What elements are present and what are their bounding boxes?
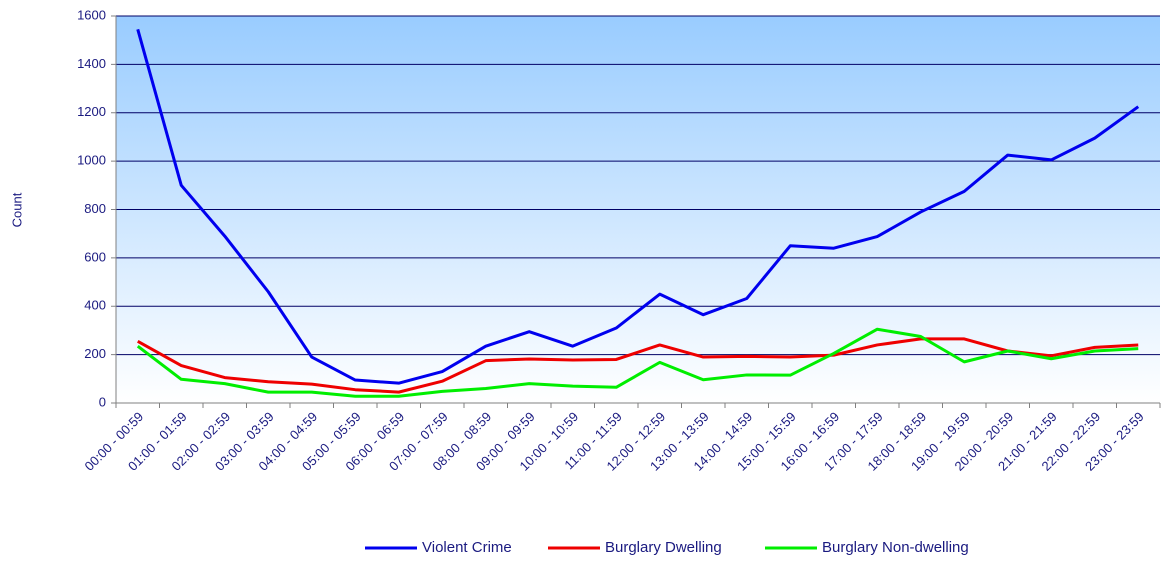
y-tick-label: 1000 bbox=[77, 153, 106, 168]
y-tick-label: 600 bbox=[84, 249, 106, 264]
y-tick-label: 1200 bbox=[77, 104, 106, 119]
y-tick-label: 800 bbox=[84, 201, 106, 216]
series-line bbox=[137, 337, 1139, 394]
y-tick-label: 1600 bbox=[77, 7, 106, 22]
y-tick-label: 200 bbox=[84, 346, 106, 361]
series-line bbox=[136, 327, 1139, 398]
y-axis-label: Count bbox=[9, 192, 24, 227]
y-tick-label: 400 bbox=[84, 298, 106, 313]
y-tick-label: 1400 bbox=[77, 56, 106, 71]
legend-label: Violent Crime bbox=[422, 539, 512, 556]
legend-label: Burglary Dwelling bbox=[605, 539, 722, 556]
series-line bbox=[136, 28, 1140, 385]
legend-label: Burglary Non-dwelling bbox=[822, 539, 969, 556]
y-tick-label: 0 bbox=[99, 394, 106, 409]
